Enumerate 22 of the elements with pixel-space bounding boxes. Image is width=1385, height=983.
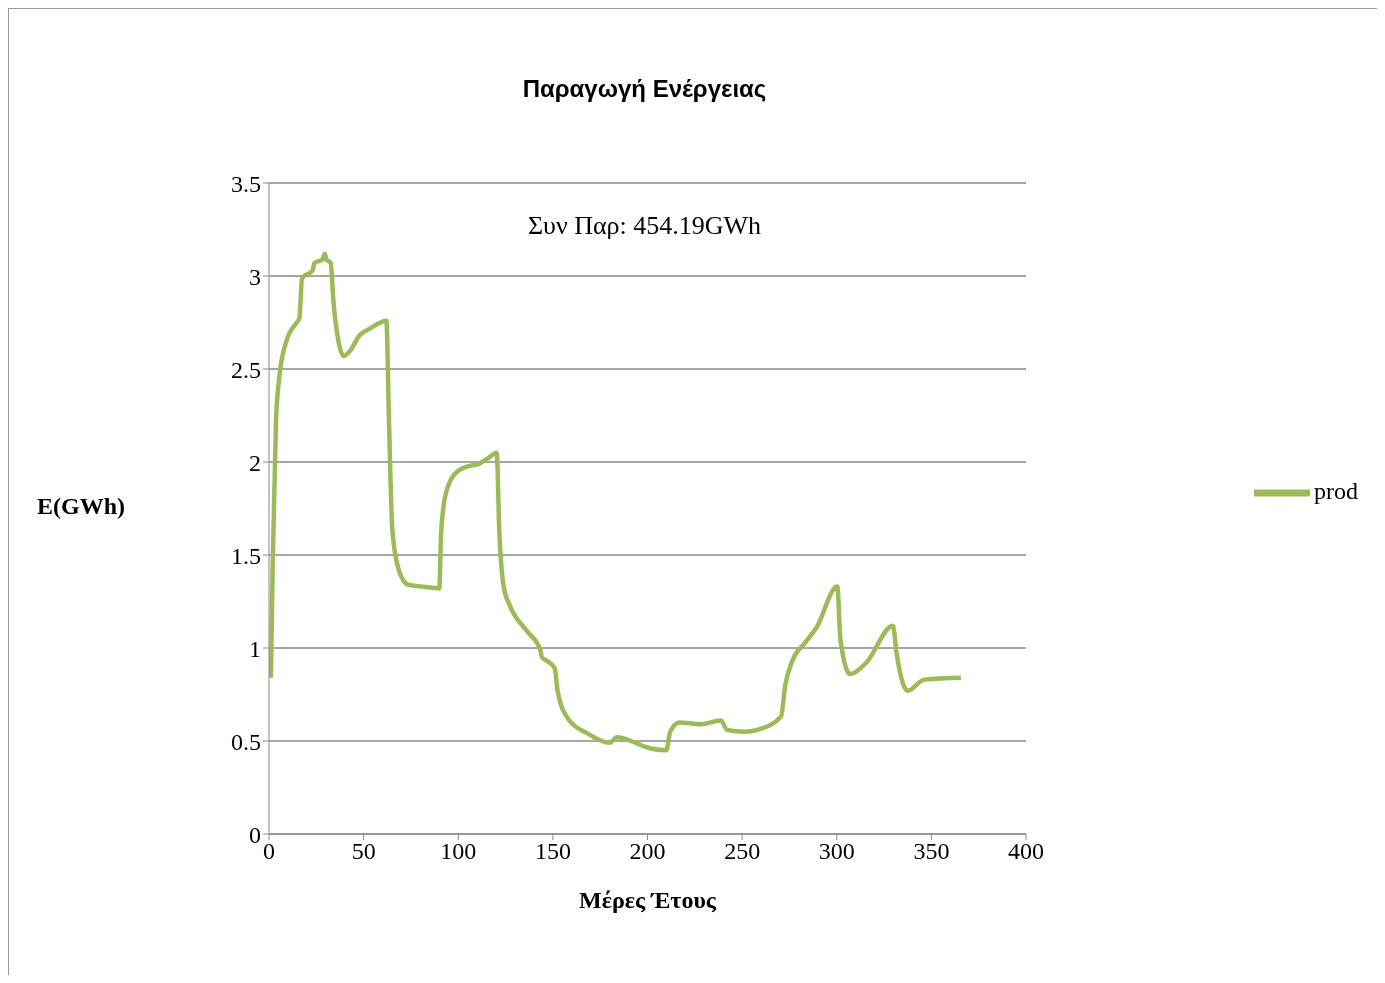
- x-tick-label: 150: [534, 838, 571, 865]
- y-tick-label: 2.5: [231, 356, 261, 383]
- line-series: [269, 251, 964, 753]
- x-tick-label: 250: [724, 838, 761, 865]
- y-axis-title: E(GWh): [37, 493, 126, 520]
- y-tick-label: 1: [249, 635, 261, 662]
- x-tick-label: 200: [629, 838, 666, 865]
- y-tick-label: 3: [249, 263, 261, 290]
- x-axis-title: Μέρες Έτους: [579, 887, 717, 913]
- y-tick-label: 2: [249, 449, 261, 476]
- annotation: Συν Παρ: 454.19GWh: [526, 211, 763, 241]
- chart-title: Παραγωγή Ενέργειας: [521, 75, 768, 103]
- x-tick-label: 350: [913, 838, 950, 865]
- x-tick-label: 50: [351, 838, 376, 865]
- x-tick-label: 100: [440, 838, 477, 865]
- y-tick-label: 1.5: [231, 542, 261, 569]
- legend-label: prod: [1314, 477, 1358, 504]
- x-tick-label: 300: [818, 838, 855, 865]
- x-tick-label: 400: [1008, 838, 1044, 865]
- y-tick-label: 0.5: [231, 728, 261, 755]
- y-tick-label: 3.5: [231, 170, 261, 197]
- y-tick-label: 0: [249, 821, 261, 848]
